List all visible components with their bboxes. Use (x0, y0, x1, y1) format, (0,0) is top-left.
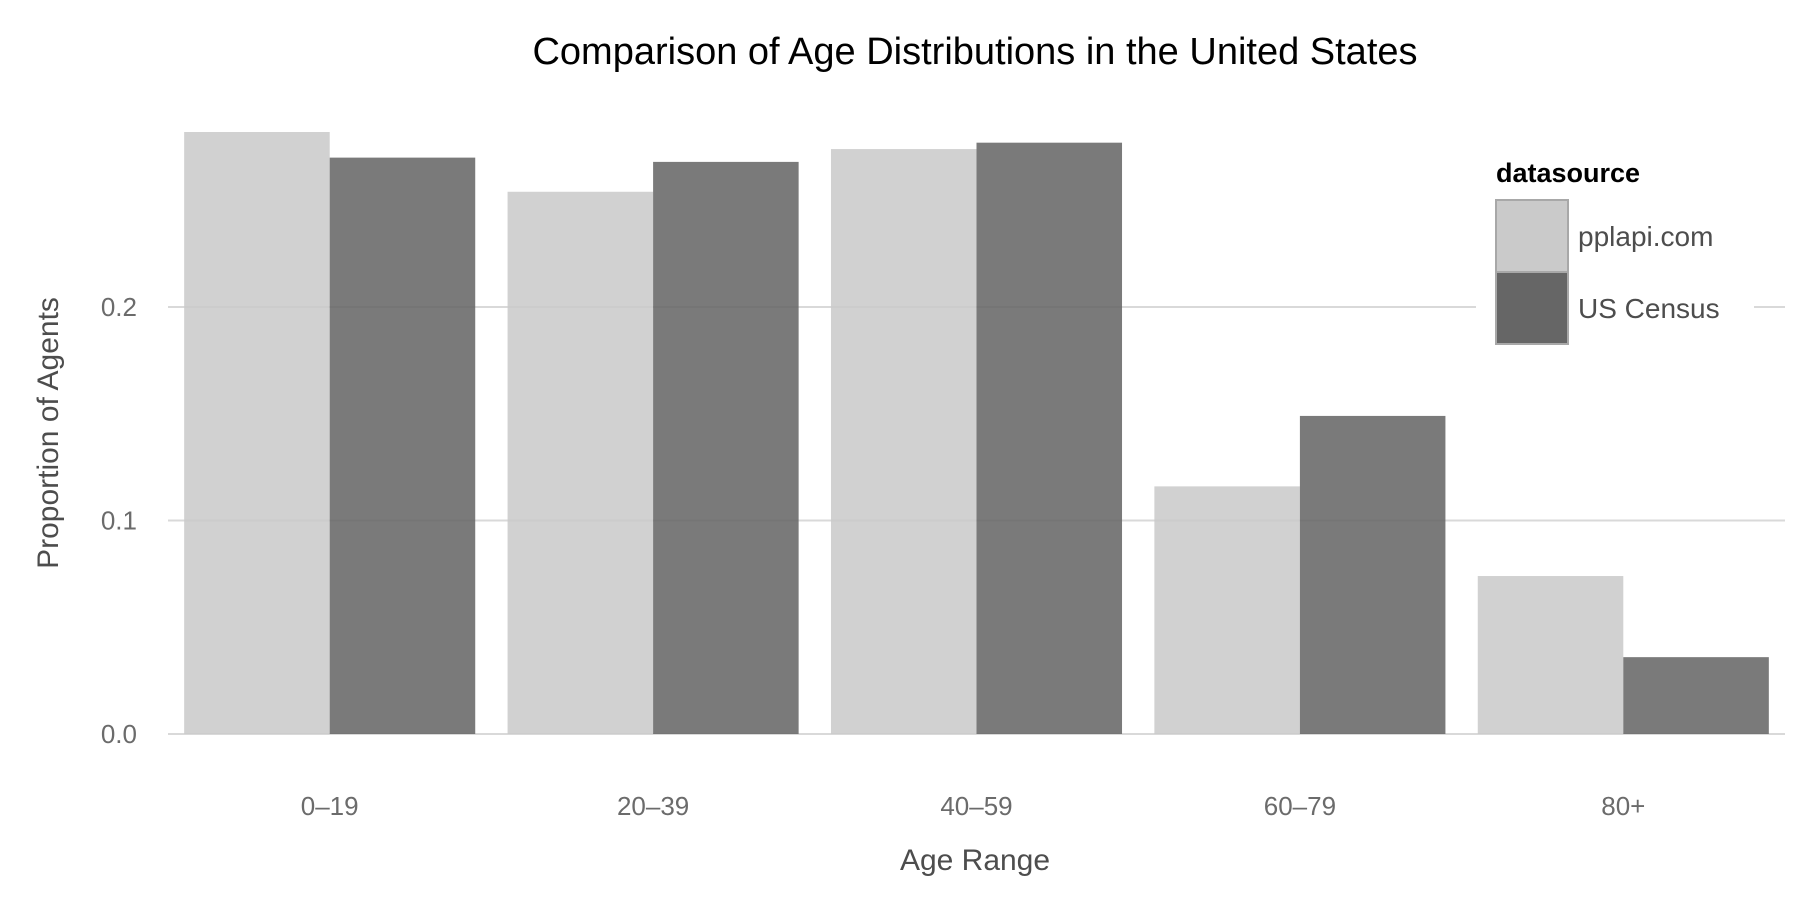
bars (184, 132, 1769, 735)
bar-pplapi-com-5 (1477, 576, 1624, 734)
y-tick-label: 0.0 (101, 719, 137, 749)
legend-label: pplapi.com (1578, 221, 1713, 252)
bar-pplapi-com-2 (507, 191, 654, 734)
legend-items: pplapi.com US Census (1495, 199, 1720, 345)
x-tick-label: 60–79 (1264, 791, 1336, 821)
chart-title: Comparison of Age Distributions in the U… (532, 31, 1417, 73)
y-tick-label: 0.1 (101, 506, 137, 536)
legend-key-2 (1495, 271, 1569, 345)
y-tick-labels: 0.0 0.1 0.2 (101, 292, 137, 749)
legend: datasource pplapi.com US Census (1476, 158, 1754, 360)
x-tick-label: 40–59 (940, 791, 1012, 821)
y-axis-title: Proportion of Agents (32, 297, 65, 569)
x-tick-labels: 0–19 20–39 40–59 60–79 80+ (301, 791, 1646, 821)
x-tick-label: 80+ (1601, 791, 1645, 821)
bar-pplapi-com-4 (1154, 486, 1300, 734)
bar-us-census-1 (329, 157, 476, 735)
bar-pplapi-com-1 (184, 132, 330, 734)
bar-pplapi-com-3 (830, 149, 977, 735)
bar-us-census-3 (976, 142, 1123, 734)
bar-us-census-2 (653, 161, 799, 734)
legend-title: datasource (1496, 158, 1640, 188)
legend-key-1 (1495, 199, 1569, 273)
bar-us-census-4 (1299, 415, 1446, 734)
x-tick-label: 20–39 (617, 791, 689, 821)
bar-us-census-5 (1623, 657, 1769, 734)
x-tick-label: 0–19 (301, 791, 359, 821)
y-tick-label: 0.2 (101, 292, 137, 322)
x-axis-title: Age Range (900, 844, 1050, 877)
legend-label: US Census (1578, 293, 1720, 324)
